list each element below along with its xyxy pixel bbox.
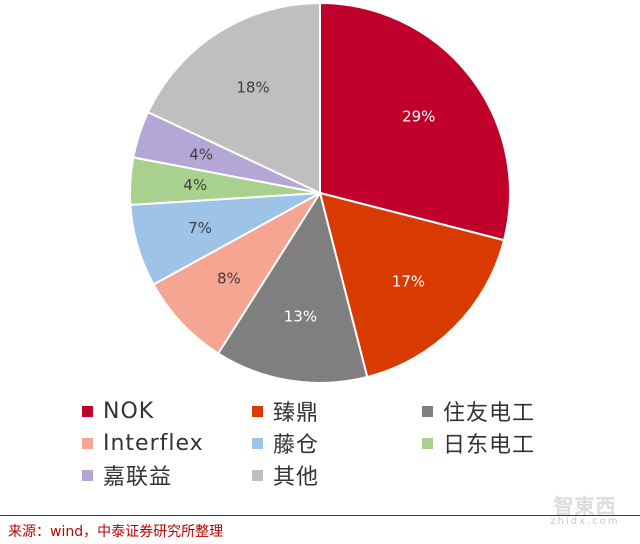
- legend-item-nitto: 日东电工: [422, 428, 592, 458]
- pie-slice-label: 4%: [189, 145, 213, 163]
- legend-label: 其他: [273, 465, 320, 490]
- pie-slices: [129, 1, 511, 384]
- pie-slice-3: [152, 192, 321, 355]
- legend-item-zhending: 臻鼎: [252, 396, 422, 426]
- pie-slice-7: [146, 1, 321, 195]
- legend-label: 日东电工: [443, 433, 536, 458]
- legend-swatch: [82, 405, 93, 417]
- legend-label: 臻鼎: [273, 401, 320, 426]
- legend-item-interflex: Interflex: [82, 428, 252, 458]
- watermark-logo: 智東西 zhidx.com: [540, 496, 630, 527]
- footer-divider: [0, 515, 640, 516]
- watermark-mark: 智東西: [553, 494, 617, 518]
- pie-slice-label: 29%: [402, 107, 435, 125]
- legend-swatch: [252, 405, 263, 417]
- pie-slice-label: 18%: [236, 78, 269, 96]
- legend-swatch: [252, 469, 263, 481]
- legend-item-nok: NOK: [82, 396, 252, 426]
- legend-label: Interflex: [103, 430, 204, 456]
- legend-label: 嘉联益: [103, 465, 173, 490]
- legend-swatch: [82, 469, 93, 481]
- pie-slice-label: 13%: [284, 307, 317, 325]
- legend-swatch: [422, 437, 433, 449]
- pie-slice-label: 7%: [188, 219, 212, 237]
- pie-slice-labels: 29% 17% 13% 8% 7% 4% 4% 18%: [183, 78, 435, 325]
- legend-label: NOK: [103, 398, 155, 424]
- legend-item-fujikura: 藤仓: [252, 428, 422, 458]
- legend-swatch: [252, 437, 263, 449]
- pie-slice-2: [216, 190, 369, 384]
- pie-slice-label: 17%: [392, 272, 425, 290]
- pie-slice-1: [318, 191, 506, 379]
- legend-item-others: 其他: [252, 460, 422, 490]
- pie-slice-label: 8%: [217, 270, 241, 288]
- legend-swatch: [82, 437, 93, 449]
- watermark-sub: zhidx.com: [550, 516, 620, 527]
- legend-item-sumitomo: 住友电工: [422, 396, 592, 426]
- legend-item-career: 嘉联益: [82, 460, 252, 490]
- pie-slice-0: [319, 1, 511, 242]
- legend-label: 住友电工: [443, 401, 536, 426]
- legend: NOK 臻鼎 住友电工 Interflex 藤仓 日东电工 嘉联益 其他: [82, 396, 602, 490]
- source-note: 来源：wind，中泰证券研究所整理: [8, 524, 224, 540]
- pie-slice-label: 4%: [183, 176, 207, 194]
- legend-swatch: [422, 405, 433, 417]
- legend-label: 藤仓: [273, 433, 320, 458]
